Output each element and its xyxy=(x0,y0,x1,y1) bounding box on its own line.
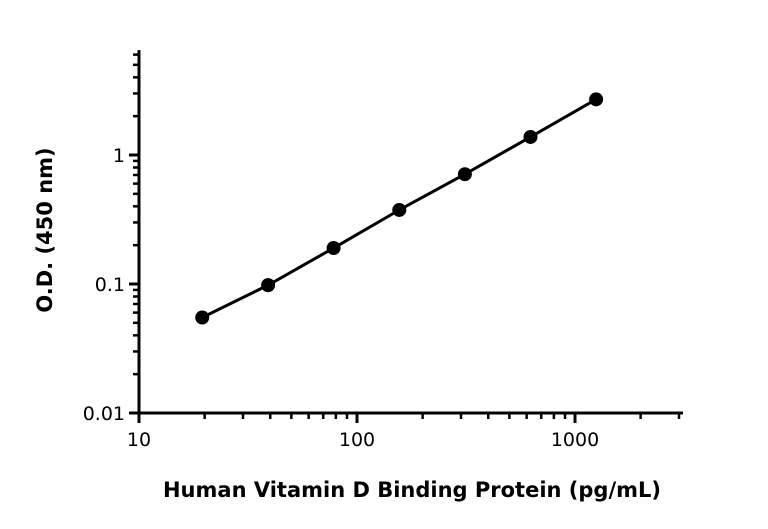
x-tick-label: 1000 xyxy=(551,429,599,451)
y-axis: 0.01 0.1 1 xyxy=(83,50,141,425)
x-axis-title: Human Vitamin D Binding Protein (pg/mL) xyxy=(163,478,661,502)
plot-area xyxy=(195,92,604,325)
x-tick-label: 10 xyxy=(127,429,151,451)
data-point xyxy=(326,241,341,256)
data-point xyxy=(457,167,472,182)
x-tick-label: 100 xyxy=(339,429,375,451)
data-point xyxy=(523,129,538,144)
data-point xyxy=(261,278,276,293)
data-point xyxy=(589,92,604,107)
y-tick-label: 1 xyxy=(113,145,125,167)
data-point xyxy=(392,202,407,217)
y-tick-label: 0.1 xyxy=(95,274,125,296)
data-point xyxy=(195,310,210,325)
y-tick-label: 0.01 xyxy=(83,403,125,425)
x-axis: 10 100 1000 xyxy=(127,411,684,451)
y-axis-title: O.D. (450 nm) xyxy=(33,147,57,312)
